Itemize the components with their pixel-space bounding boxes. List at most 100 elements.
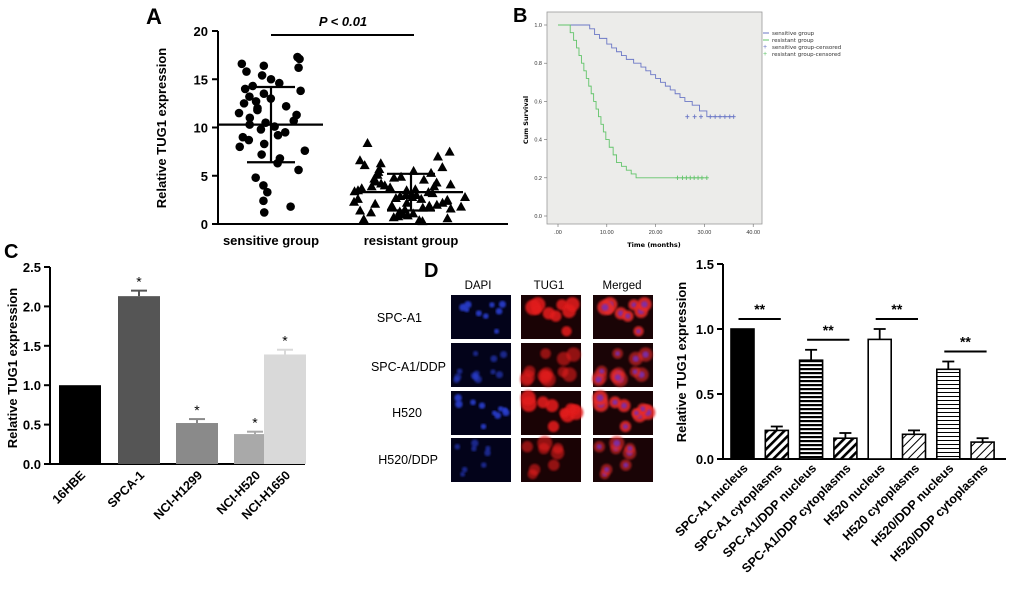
chart-a-point-sensitive <box>280 128 290 137</box>
chart-b-x-tick-label: 40.00 <box>746 230 760 236</box>
micrograph-nucleus <box>634 410 639 416</box>
chart-a-point-resistant <box>362 137 373 147</box>
chart-c-significance-star: * <box>136 274 142 290</box>
chart-a-point-resistant <box>375 158 386 168</box>
chart-a-point-sensitive <box>239 99 249 108</box>
chart-c-y-tick-label: 2.5 <box>23 260 41 275</box>
chart-d-bars: 0.00.51.01.5 Relative TUG1 expression SP… <box>672 257 1006 576</box>
chart-c-bars: 0.0 0.5 1.0 1.5 2.0 2.5 Relative TUG1 express… <box>5 260 306 522</box>
chart-c-significance-star: * <box>282 333 288 349</box>
micrograph-cell <box>537 396 549 409</box>
micrograph-nucleus <box>596 394 604 402</box>
chart-b-y-label: Cum Survival <box>522 96 530 144</box>
micrograph-cell <box>484 449 491 457</box>
micrograph-cell <box>547 420 560 433</box>
legend-resistant-group: resistant group <box>772 38 814 44</box>
legend-swatch-resistant-censored: + <box>763 51 767 58</box>
chart-a-point-sensitive <box>242 67 251 76</box>
micrograph-nucleus <box>612 399 618 405</box>
micrograph-tile <box>451 438 511 482</box>
chart-a-scatter: 0 5 10 15 20 Relative TUG1 expression sensit… <box>154 14 508 248</box>
chart-b-x-label: Time (months) <box>627 241 681 249</box>
chart-a-point-sensitive <box>274 78 284 88</box>
chart-d-y-tick-label: 1.0 <box>696 322 714 337</box>
chart-a-point-resistant <box>390 192 401 202</box>
micrograph-cell <box>470 399 476 406</box>
chart-a-point-resistant <box>437 162 448 172</box>
chart-a-point-resistant <box>408 165 419 175</box>
micrograph-cell <box>552 443 564 454</box>
chart-a-point-sensitive <box>286 202 295 211</box>
micrograph-cell <box>498 300 506 308</box>
chart-a-point-resistant <box>386 200 397 210</box>
micrograph-cell <box>483 313 489 319</box>
chart-c-significance-star: * <box>194 402 200 418</box>
chart-d-significance-label: ** <box>754 301 765 317</box>
panel-label-c: C <box>4 241 18 263</box>
chart-a-point-sensitive <box>266 74 276 84</box>
chart-d-y-tick-label: 0.0 <box>696 452 714 467</box>
chart-a-point-sensitive <box>259 89 269 99</box>
micrograph-cell <box>566 347 581 362</box>
micrograph-cell <box>559 407 570 419</box>
chart-a-point-sensitive <box>259 181 268 190</box>
micrograph-cell <box>475 310 482 317</box>
micrograph-nucleus <box>627 445 633 451</box>
micrograph-cell <box>565 297 580 312</box>
micrograph-cell <box>471 445 477 452</box>
chart-b-x-tick-label: .00 <box>554 230 562 236</box>
chart-d-significance-label: ** <box>960 334 971 350</box>
chart-a-point-sensitive <box>237 59 247 69</box>
chart-b-y-tick-label: 0.2 <box>534 176 542 182</box>
chart-a-point-resistant <box>402 210 413 220</box>
chart-a-point-resistant <box>388 212 399 222</box>
chart-c-significance-star: * <box>252 415 258 431</box>
micrograph-col-tug1: TUG1 <box>534 280 565 292</box>
micrograph-nucleus <box>625 313 631 319</box>
micrograph-col-dapi: DAPI <box>465 280 492 292</box>
chart-b-legend: sensitive group resistant group + sensit… <box>763 31 841 58</box>
chart-a-point-sensitive <box>259 196 268 206</box>
chart-a-point-resistant <box>444 146 455 156</box>
micrograph-nucleus <box>618 310 624 317</box>
chart-b-x-tick-label: 10.00 <box>600 230 614 236</box>
chart-d-significance-label: ** <box>823 322 834 338</box>
micrograph-nucleus <box>632 369 638 375</box>
chart-b-x-tick-label: 20.00 <box>649 230 663 236</box>
micrograph-col-merged: Merged <box>603 280 642 292</box>
chart-a-point-sensitive <box>273 130 283 140</box>
chart-a-point-resistant <box>456 201 467 211</box>
micrograph-row-h520: H520 <box>392 406 422 420</box>
chart-b-y-tick-label: 1.0 <box>534 23 542 29</box>
chart-a-point-resistant <box>376 178 387 188</box>
chart-a-point-sensitive <box>251 97 261 106</box>
chart-d-y-label: Relative TUG1 expression <box>674 282 689 442</box>
chart-a-point-sensitive <box>289 116 299 126</box>
chart-a-point-resistant <box>445 203 456 213</box>
micrograph-nucleus <box>642 351 649 358</box>
chart-a-point-sensitive <box>295 54 304 64</box>
micrograph-cell <box>528 463 541 476</box>
chart-a-point-sensitive <box>294 63 303 72</box>
micrograph-nucleus <box>631 302 637 308</box>
micrograph-cell <box>485 445 491 452</box>
chart-c-y-tick-label: 0.0 <box>23 457 41 472</box>
micrograph-grid: DAPI TUG1 Merged SPC-A1 SPC-A1/DDP H520 … <box>371 280 656 482</box>
micrograph-row-spc-a1-ddp: SPC-A1/DDP <box>371 360 446 374</box>
micrograph-nucleus <box>632 355 639 362</box>
chart-c-bar-nci-h1299 <box>176 423 218 464</box>
chart-a-point-resistant <box>445 179 456 189</box>
chart-c-bar-16hbe <box>59 385 101 464</box>
micrograph-cell <box>500 350 508 359</box>
legend-swatch-sensitive-censored: + <box>763 44 767 51</box>
micrograph-nucleus <box>615 351 621 356</box>
micrograph-nucleus <box>604 467 610 473</box>
chart-c-y-tick-label: 1.0 <box>23 378 41 393</box>
micrograph-nucleus <box>595 377 602 383</box>
micrograph-cell <box>459 303 467 312</box>
chart-a-x-tick-resistant: resistant group <box>364 233 459 248</box>
chart-b-plot-background <box>546 11 763 225</box>
chart-a-point-resistant <box>437 197 448 207</box>
micrograph-cell <box>454 443 461 450</box>
panel-label-b: B <box>513 5 527 27</box>
